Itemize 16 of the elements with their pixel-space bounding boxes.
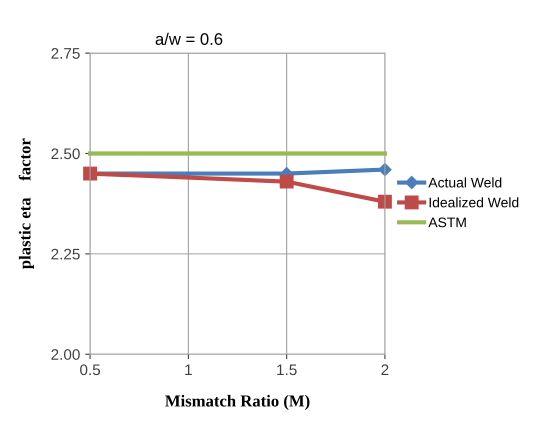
point — [280, 174, 294, 189]
x-tick-label: 1.5 — [277, 364, 297, 376]
y-tick-label: 2.25 — [51, 248, 80, 260]
x-tick-label: 0.5 — [80, 364, 100, 376]
chart-title: a/w = 0.6 — [156, 32, 222, 45]
x-tick-label: 1 — [185, 364, 192, 376]
x-tick-label: 2 — [381, 364, 388, 376]
y-axis-title: plastic eta factor — [18, 138, 34, 269]
point — [378, 194, 392, 209]
legend-label: Idealized Weld — [430, 197, 518, 208]
legend-label: ASTM — [428, 217, 466, 228]
y-tick-label: 2.75 — [51, 48, 80, 59]
y-tick-label: 2.50 — [51, 148, 80, 160]
x-axis-title: Mismatch Ratio (M) — [165, 394, 310, 410]
legend-label: Actual Weld — [428, 177, 502, 188]
y-tick-label: 2.00 — [51, 349, 80, 360]
